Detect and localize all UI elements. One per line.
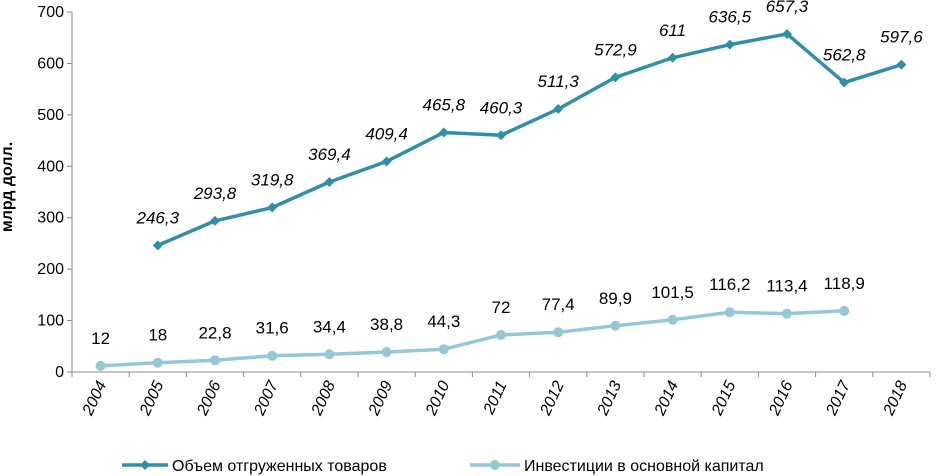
series-2-point: [152, 357, 163, 368]
x-tick-label: 2008: [308, 378, 339, 418]
x-tick-label: 2010: [423, 378, 454, 418]
x-tick-label: 2005: [137, 378, 168, 418]
series-1-point: [724, 39, 735, 50]
data-label: 31,6: [256, 319, 289, 338]
data-label: 465,8: [423, 95, 466, 114]
data-label: 319,8: [251, 171, 294, 190]
data-label: 72: [492, 298, 511, 317]
legend: Объем отгруженных товаров Инвестиции в ос…: [122, 458, 764, 475]
x-tick-label: 2006: [194, 378, 225, 418]
y-tick-label: 0: [55, 364, 64, 381]
data-label: 38,8: [370, 315, 403, 334]
data-label: 460,3: [480, 98, 523, 117]
x-tick-label: 2017: [823, 378, 854, 419]
series-1-point: [839, 77, 850, 88]
series-group: [95, 28, 907, 371]
series-2-point: [210, 355, 220, 366]
legend-label: Инвестиции в основной капитал: [524, 458, 764, 475]
x-tick-label: 2004: [79, 378, 110, 418]
data-label: 18: [148, 326, 167, 345]
x-tick-label: 2016: [766, 378, 797, 418]
data-label: 511,3: [538, 72, 580, 91]
x-tick-label: 2014: [651, 378, 682, 418]
series-2-point: [553, 327, 564, 338]
series-1-point: [152, 240, 163, 251]
y-tick-label: 700: [37, 4, 64, 21]
data-label: 77,4: [542, 295, 575, 314]
series-line-2: [100, 309, 845, 368]
legend-label: Объем отгруженных товаров: [172, 458, 387, 475]
data-label: 636,5: [709, 8, 752, 27]
y-tick-label: 400: [37, 158, 64, 175]
data-label: 113,4: [766, 277, 807, 296]
series-1-point: [553, 104, 564, 115]
series-1-point: [496, 130, 506, 141]
data-label: 118,9: [824, 274, 865, 293]
data-labels: 246,3 293,8 319,8 369,4 409,4 465,8 460,3 511,3…: [91, 0, 923, 348]
series-2-point: [438, 344, 449, 355]
series-1-point: [667, 52, 678, 63]
data-label: 116,2: [709, 275, 750, 294]
data-label: 22,8: [198, 323, 231, 342]
data-label: 101,5: [651, 283, 694, 302]
series-2-point: [381, 347, 392, 358]
y-tick-label: 500: [37, 107, 64, 124]
y-tick-label: 200: [37, 261, 64, 278]
legend-marker: [140, 460, 150, 470]
series-2-point: [496, 329, 506, 340]
series-1-point: [438, 127, 449, 138]
y-axis-title: млрд долл.: [0, 142, 16, 232]
legend-marker: [490, 460, 500, 470]
data-label: 369,4: [308, 145, 351, 164]
series-2-point: [724, 307, 735, 318]
series-1-point: [324, 177, 335, 188]
series-1-point: [896, 59, 907, 70]
data-label: 44,3: [427, 312, 460, 331]
y-tick-label: 300: [37, 210, 64, 227]
data-label: 657,3: [766, 0, 809, 16]
data-label: 246,3: [136, 208, 180, 227]
data-label: 597,6: [880, 28, 923, 47]
x-tick-label: 2015: [709, 378, 740, 418]
x-tick-label: 2007: [251, 378, 282, 419]
data-label: 572,9: [594, 40, 637, 59]
x-tick-label: 2011: [480, 379, 510, 418]
data-label: 34,4: [313, 317, 346, 336]
series-1-point: [267, 202, 278, 213]
series-1-point: [782, 28, 792, 39]
x-tick-label: 2018: [880, 378, 911, 418]
x-tick-label: 2012: [537, 378, 568, 418]
data-label: 562,8: [823, 46, 866, 65]
series-2-point: [839, 305, 850, 316]
series-2-point: [95, 360, 106, 371]
x-tick-label: 2013: [594, 378, 625, 418]
y-tick-label: 100: [37, 313, 64, 330]
series-1-point: [381, 156, 392, 167]
data-label: 293,8: [193, 184, 237, 203]
data-label: 89,9: [599, 289, 632, 308]
series-2-point: [267, 350, 278, 361]
x-tick-label: 2009: [365, 378, 396, 418]
series-2-point: [324, 349, 335, 360]
series-1-point: [210, 215, 220, 226]
data-label: 611: [659, 21, 686, 40]
data-label: 409,4: [365, 124, 408, 143]
series-1-point: [610, 72, 621, 83]
y-tick-label: 600: [37, 55, 64, 72]
data-label: 12: [91, 329, 110, 348]
series-line-1: [157, 32, 902, 247]
series-2-point: [782, 308, 792, 319]
series-2-point: [667, 314, 678, 325]
series-2-point: [610, 320, 621, 331]
